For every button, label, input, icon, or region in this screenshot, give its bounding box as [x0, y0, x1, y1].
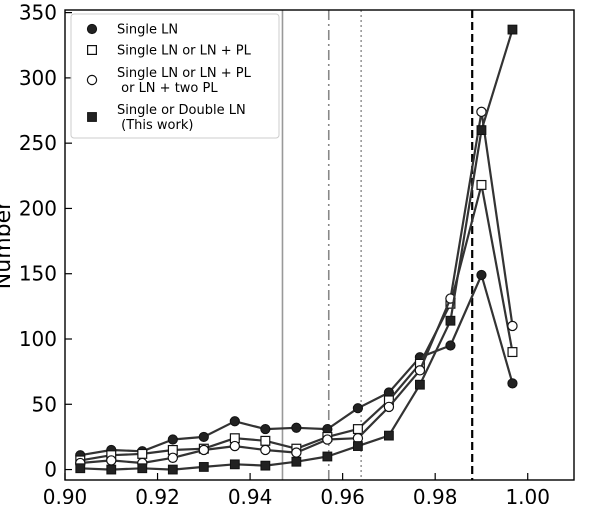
legend-marker [86, 74, 98, 86]
data-point [137, 463, 148, 474]
data-point [445, 315, 456, 326]
x-tick-label: 0.98 [413, 485, 458, 504]
data-point [229, 416, 240, 427]
data-point [383, 401, 395, 413]
data-point [322, 434, 333, 445]
data-point [229, 440, 241, 452]
legend-item-1: Single LN [86, 23, 178, 38]
legend-marker [86, 44, 97, 55]
data-point [167, 464, 178, 475]
data-point [260, 444, 271, 456]
y-tick-label: 100 [19, 327, 57, 351]
data-point [445, 340, 456, 351]
legend-marker [87, 112, 97, 122]
legend-marker [86, 23, 98, 35]
data-point [198, 444, 210, 456]
legend-label: or LN + two PL [117, 81, 218, 96]
data-point [106, 464, 117, 475]
data-point [75, 463, 86, 474]
data-point [167, 434, 178, 445]
series-3 [75, 106, 518, 469]
legend-label: Single LN or LN + PL [117, 44, 252, 59]
data-point [260, 423, 271, 435]
x-tick-label: 0.96 [320, 485, 365, 504]
x-tick-label: 0.90 [43, 485, 88, 504]
y-tick-label: 0 [44, 458, 57, 482]
y-tick-label: 300 [19, 66, 57, 90]
data-point [353, 441, 363, 451]
legend-label: Single LN or LN + PL [117, 66, 252, 81]
series-line [80, 110, 514, 465]
axes: 0 50 100 150 200 250 300 350 0.90 0.92 0.94 0.96 0.9… [19, 1, 550, 508]
data-point [322, 451, 333, 462]
data-point [507, 320, 518, 332]
data-point [291, 447, 302, 458]
legend-item-2: Single LN or LN + PL [86, 44, 252, 59]
data-point [167, 452, 179, 464]
data-point [291, 456, 302, 467]
data-point [260, 460, 271, 471]
data-point [476, 106, 487, 118]
data-point [507, 378, 518, 389]
data-point [291, 422, 302, 433]
data-point [198, 462, 209, 472]
x-tick-label: 0.94 [228, 485, 273, 504]
plot-frame [64, 9, 575, 481]
data-point [106, 455, 117, 466]
reference-lines [281, 10, 474, 480]
series-4 [75, 24, 518, 475]
data-point [414, 365, 426, 376]
data-point [415, 379, 425, 390]
y-tick-label: 200 [19, 196, 57, 220]
data-point [476, 179, 487, 190]
legend-label: (This work) [117, 118, 193, 133]
data-point [229, 459, 240, 470]
data-point [137, 448, 148, 459]
legend-label: Single or Double LN [117, 103, 246, 118]
y-tick-label: 150 [19, 262, 57, 286]
data-point [507, 347, 518, 358]
y-tick-label: 50 [32, 392, 57, 416]
y-tick-label: 250 [19, 131, 57, 155]
legend-box [70, 13, 280, 139]
y-tick-label: 350 [19, 1, 57, 25]
x-tick-label: 0.92 [135, 485, 180, 504]
data-point [198, 431, 209, 443]
data-point [476, 125, 487, 136]
data-point [507, 24, 518, 35]
series-layer [75, 24, 518, 475]
legend-item-4: Single or Double LN (This work) [87, 103, 246, 133]
data-point [476, 269, 487, 281]
data-point [352, 403, 364, 414]
x-tick-label: 1.00 [505, 485, 550, 504]
data-point [260, 435, 271, 446]
data-point [384, 430, 394, 441]
legend-item-3: Single LN or LN + PL or LN + two PL [86, 66, 252, 96]
data-point [352, 424, 363, 435]
legend-label: Single LN [117, 23, 178, 38]
y-axis-label: Number [0, 200, 16, 289]
